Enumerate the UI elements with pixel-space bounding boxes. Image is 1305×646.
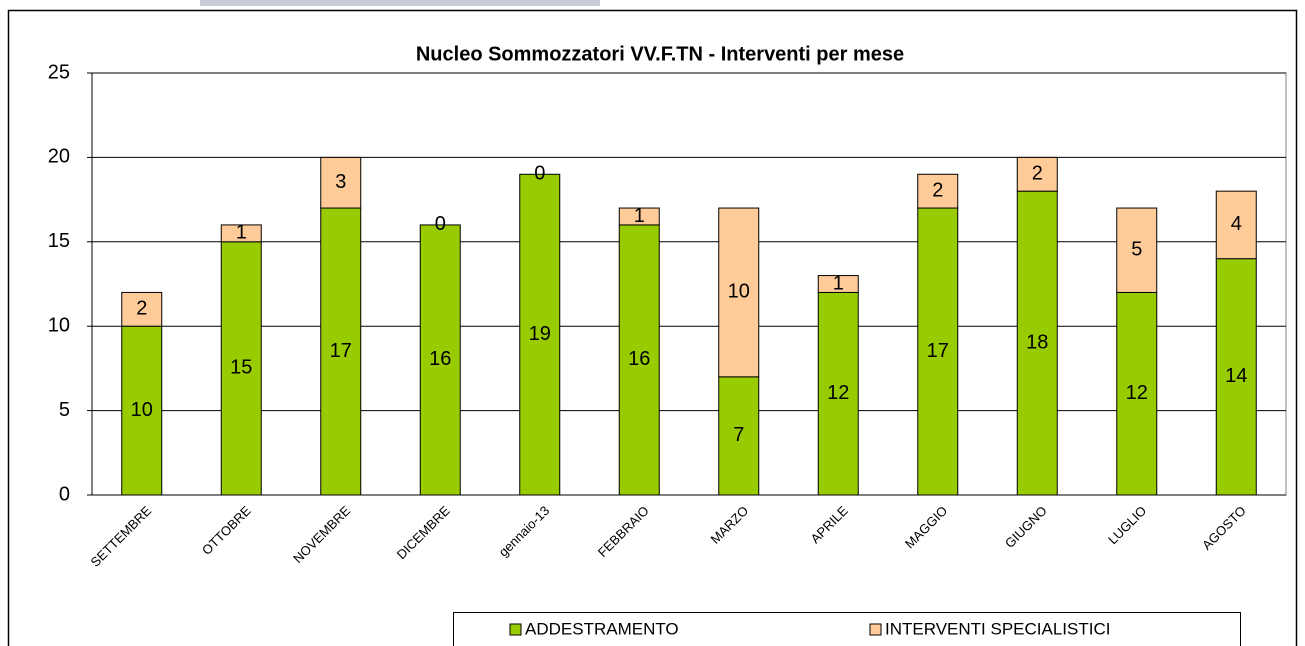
y-tick-label: 10 <box>48 314 70 336</box>
data-label: 1 <box>833 272 844 294</box>
data-label: 19 <box>529 323 551 345</box>
bar-segment <box>320 207 362 496</box>
data-label: 12 <box>1126 382 1148 404</box>
data-label: 12 <box>827 382 849 404</box>
data-label: 16 <box>429 348 451 370</box>
data-label: 2 <box>1032 163 1043 185</box>
legend-swatch <box>509 623 522 636</box>
data-label: 5 <box>1131 239 1142 261</box>
y-tick-label: 0 <box>59 483 70 505</box>
data-label: 1 <box>634 205 645 227</box>
data-label: 7 <box>733 424 744 446</box>
data-label: 17 <box>330 340 352 362</box>
data-label: 14 <box>1225 365 1247 387</box>
data-label: 4 <box>1231 213 1242 235</box>
data-label: 16 <box>628 348 650 370</box>
bar-segment <box>419 224 461 496</box>
bar-segment <box>1016 156 1058 192</box>
legend <box>453 612 1241 646</box>
legend-swatch <box>869 623 882 636</box>
bar-segment <box>220 241 262 496</box>
bar-segment <box>917 173 959 209</box>
y-tick-label: 5 <box>59 399 70 421</box>
data-label: 15 <box>230 357 252 379</box>
data-label: 10 <box>131 399 153 421</box>
bar-segment <box>121 291 163 327</box>
bar-segment <box>1215 258 1257 496</box>
bar-segment <box>1215 190 1257 260</box>
bar-segment <box>320 156 362 209</box>
data-label: 18 <box>1026 331 1048 353</box>
bar-segment <box>718 376 760 496</box>
bar-segment <box>1116 207 1158 293</box>
legend-label: ADDESTRAMENTO <box>525 619 679 638</box>
y-tick-label: 20 <box>48 146 70 168</box>
image-fragment <box>200 0 600 6</box>
data-label: 1 <box>236 222 247 244</box>
y-tick-label: 15 <box>48 230 70 252</box>
bar-segment <box>718 207 760 378</box>
legend-label: INTERVENTI SPECIALISTICI <box>885 619 1110 638</box>
bar-segment <box>121 325 163 496</box>
data-label: 0 <box>534 163 545 185</box>
data-label: 0 <box>435 213 446 235</box>
bar-segment <box>618 207 660 226</box>
bar-segment <box>817 275 859 293</box>
chart-title: Nucleo Sommozzatori VV.F.TN - Interventi… <box>416 43 904 65</box>
data-label: 2 <box>136 298 147 320</box>
bar-segment <box>1116 291 1158 496</box>
bar-segment <box>519 173 561 496</box>
data-label: 2 <box>932 179 943 201</box>
bar-segment <box>220 224 262 243</box>
bar-segment <box>618 224 660 496</box>
y-tick-label: 25 <box>48 61 70 83</box>
data-label: 10 <box>728 281 750 303</box>
data-label: 17 <box>927 340 949 362</box>
data-label: 3 <box>335 171 346 193</box>
